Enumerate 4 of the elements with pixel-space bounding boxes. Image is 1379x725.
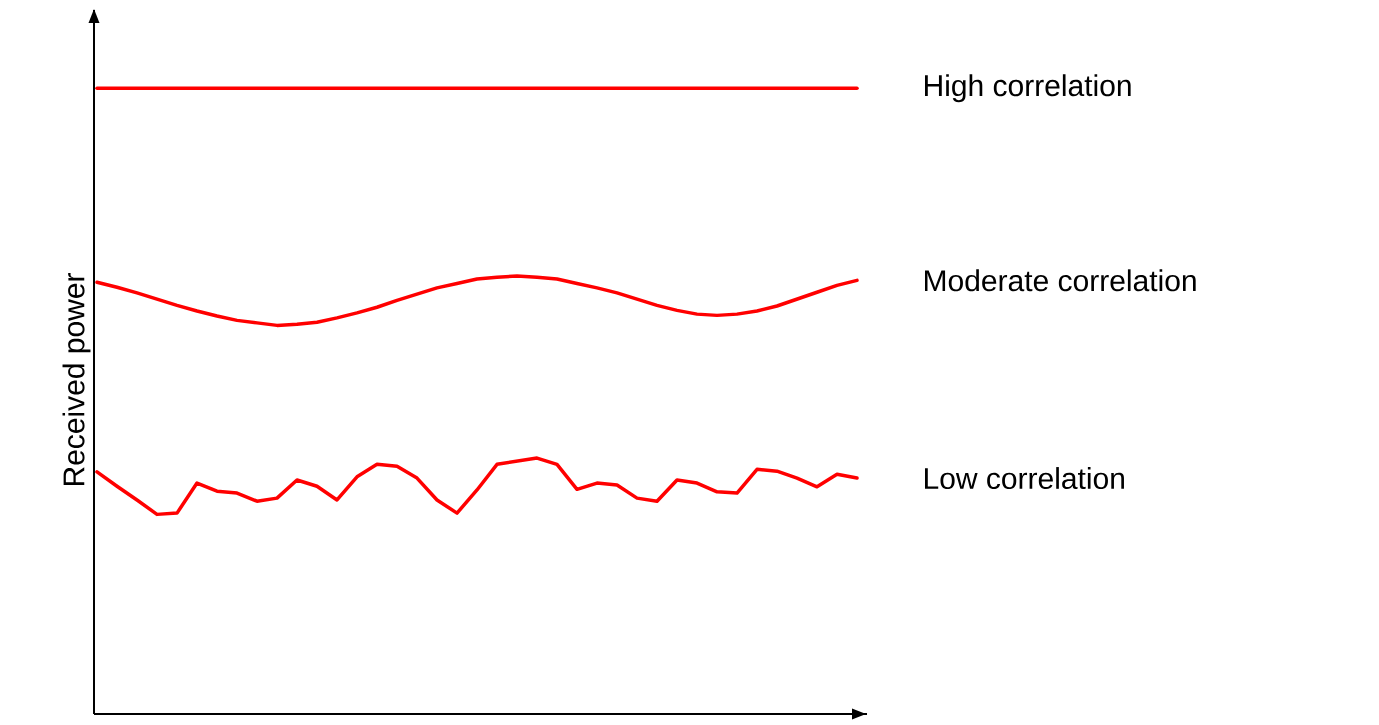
text: High correlation xyxy=(925,74,1131,103)
text: Moderate correlation xyxy=(925,269,1196,292)
y-axis-title: Received power xyxy=(62,273,91,486)
text: Low correlation xyxy=(925,467,1124,490)
